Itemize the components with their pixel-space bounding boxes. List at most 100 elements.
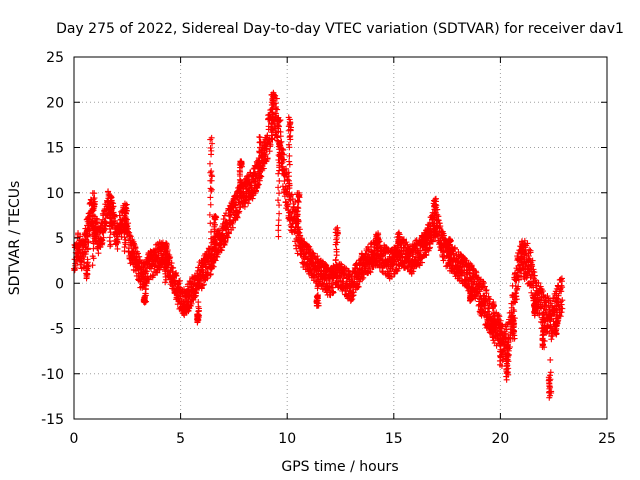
x-tick-label: 20 [491,431,509,447]
data-point [121,234,128,241]
data-point [287,132,294,139]
data-point [510,306,517,313]
data-point [490,327,497,334]
data-point [268,120,275,127]
data-point [379,268,386,275]
data-point [234,214,241,221]
data-point [468,296,475,303]
data-point [547,376,554,383]
data-point [238,159,245,166]
data-point [547,369,554,376]
data-point [451,244,458,251]
data-point [511,299,518,306]
data-point [162,251,169,258]
data-point [249,189,256,196]
data-point [163,240,170,247]
data-point [532,276,539,283]
data-point [247,169,254,176]
data-point [275,222,282,229]
data-point [286,119,293,126]
data-point [278,138,285,145]
data-point [255,170,262,177]
axis-ticks: 0 5 10 15 20 25 25 20 15 10 5 0 -5 -10 -15 [41,50,616,447]
data-point [334,224,341,231]
data-point [537,283,544,290]
data-point [430,197,437,204]
data-point [295,216,302,223]
data-point [410,268,417,275]
data-point [514,274,521,281]
data-point [162,264,169,271]
data-point [207,243,214,250]
data-point [269,135,276,142]
data-point [207,201,214,208]
data-point [554,309,561,316]
data-point [107,208,114,215]
data-point [121,217,128,224]
data-point [249,195,256,202]
data-point [286,161,293,168]
data-point [256,139,263,146]
y-tick-label: -10 [41,367,64,383]
data-point [176,277,183,284]
data-point [388,273,395,280]
data-point [114,245,121,252]
data-point [483,290,490,297]
data-point [558,275,565,282]
data-point [276,162,283,169]
data-point [167,254,174,261]
data-point [515,283,522,290]
data-point [469,274,476,281]
data-point [103,220,110,227]
data-point [162,255,169,262]
data-point [199,282,206,289]
data-points [71,89,566,401]
data-point [99,239,106,246]
data-point [546,394,553,401]
data-point [353,260,360,267]
data-point [528,289,535,296]
data-point [480,279,487,286]
data-point [350,289,357,296]
data-point [77,261,84,268]
data-point [85,239,92,246]
data-point [254,184,261,191]
data-point [207,169,214,176]
data-point [86,216,93,223]
data-point [540,331,547,338]
data-point [557,313,564,320]
data-point [209,262,216,269]
y-tick-label: 5 [55,231,64,247]
data-point [489,305,496,312]
data-point [423,231,430,238]
data-point [283,165,290,172]
data-point [395,229,402,236]
data-point [535,279,542,286]
data-point [503,376,510,383]
data-point [333,261,340,268]
x-axis-label: GPS time / hours [281,459,398,475]
data-point [100,234,107,241]
data-point [122,227,129,234]
data-point [268,126,275,133]
data-point [467,297,474,304]
data-point [168,260,175,267]
data-point [275,170,282,177]
data-point [80,264,87,271]
data-point [83,270,90,277]
data-point [330,289,337,296]
data-point [512,290,519,297]
data-point [286,190,293,197]
data-point [277,133,284,140]
data-point [254,180,261,187]
data-point [85,263,92,270]
data-point [481,283,488,290]
data-point [498,363,505,370]
data-point [367,269,374,276]
data-point [229,220,236,227]
data-point [541,338,548,345]
data-point [517,273,524,280]
data-point [208,235,215,242]
data-point [559,284,566,291]
